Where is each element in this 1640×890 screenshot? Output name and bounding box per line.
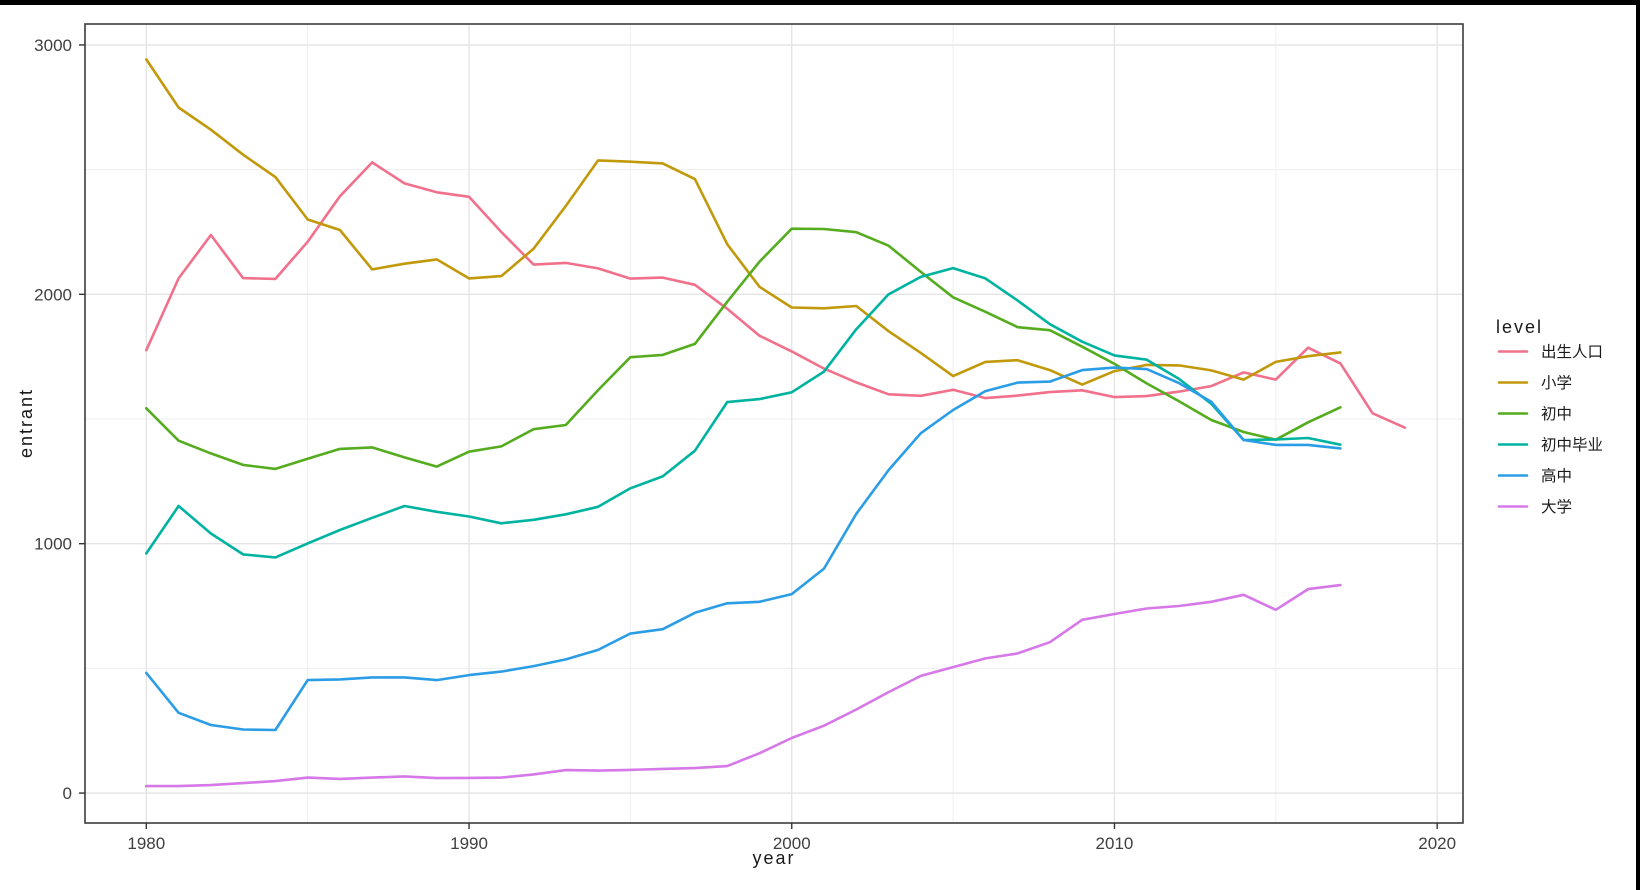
top-black-bar — [0, 0, 1640, 5]
axis-ticks — [79, 44, 1438, 829]
x-tick-label: 1990 — [450, 834, 488, 853]
x-tick-label: 2010 — [1096, 834, 1134, 853]
panel-border — [84, 23, 1464, 824]
x-tick-label: 2000 — [773, 834, 811, 853]
x-tick-label: 1980 — [127, 834, 165, 853]
legend-label-高中: 高中 — [1541, 467, 1572, 485]
series-line-小学 — [145, 58, 1342, 386]
gridlines — [85, 24, 1463, 823]
series-line-出生人口 — [145, 161, 1407, 430]
legend-label-大学: 大学 — [1541, 498, 1572, 516]
x-tick-label: 2020 — [1418, 834, 1456, 853]
legend-title: level — [1496, 317, 1543, 337]
series-line-初中 — [145, 227, 1342, 471]
series-lines — [145, 58, 1407, 788]
legend-item: 大学 — [1497, 498, 1572, 516]
legend-item: 小学 — [1497, 374, 1572, 392]
series-line-高中 — [145, 366, 1342, 732]
legend-label-小学: 小学 — [1541, 374, 1572, 392]
legend-label-出生人口: 出生人口 — [1541, 343, 1603, 361]
right-black-bar — [1636, 0, 1640, 890]
y-tick-label: 0 — [63, 784, 72, 803]
series-line-大学 — [145, 583, 1342, 788]
legend-item: 出生人口 — [1497, 343, 1603, 361]
legend-label-初中: 初中 — [1541, 405, 1572, 423]
legend-item: 初中 — [1497, 405, 1572, 423]
y-tick-label: 2000 — [34, 285, 72, 304]
y-tick-label: 3000 — [34, 36, 72, 55]
axis-tick-labels: 1980 1990 2000 2010 2020 0 1000 2000 3000 — [34, 36, 1456, 853]
x-axis-title: year — [752, 848, 795, 868]
legend-item: 高中 — [1497, 467, 1572, 485]
legend-label-初中毕业: 初中毕业 — [1541, 436, 1603, 454]
y-axis-title: entrant — [16, 388, 36, 458]
legend-item: 初中毕业 — [1497, 436, 1603, 454]
series-line-初中毕业 — [145, 266, 1342, 559]
y-tick-label: 1000 — [34, 535, 72, 554]
